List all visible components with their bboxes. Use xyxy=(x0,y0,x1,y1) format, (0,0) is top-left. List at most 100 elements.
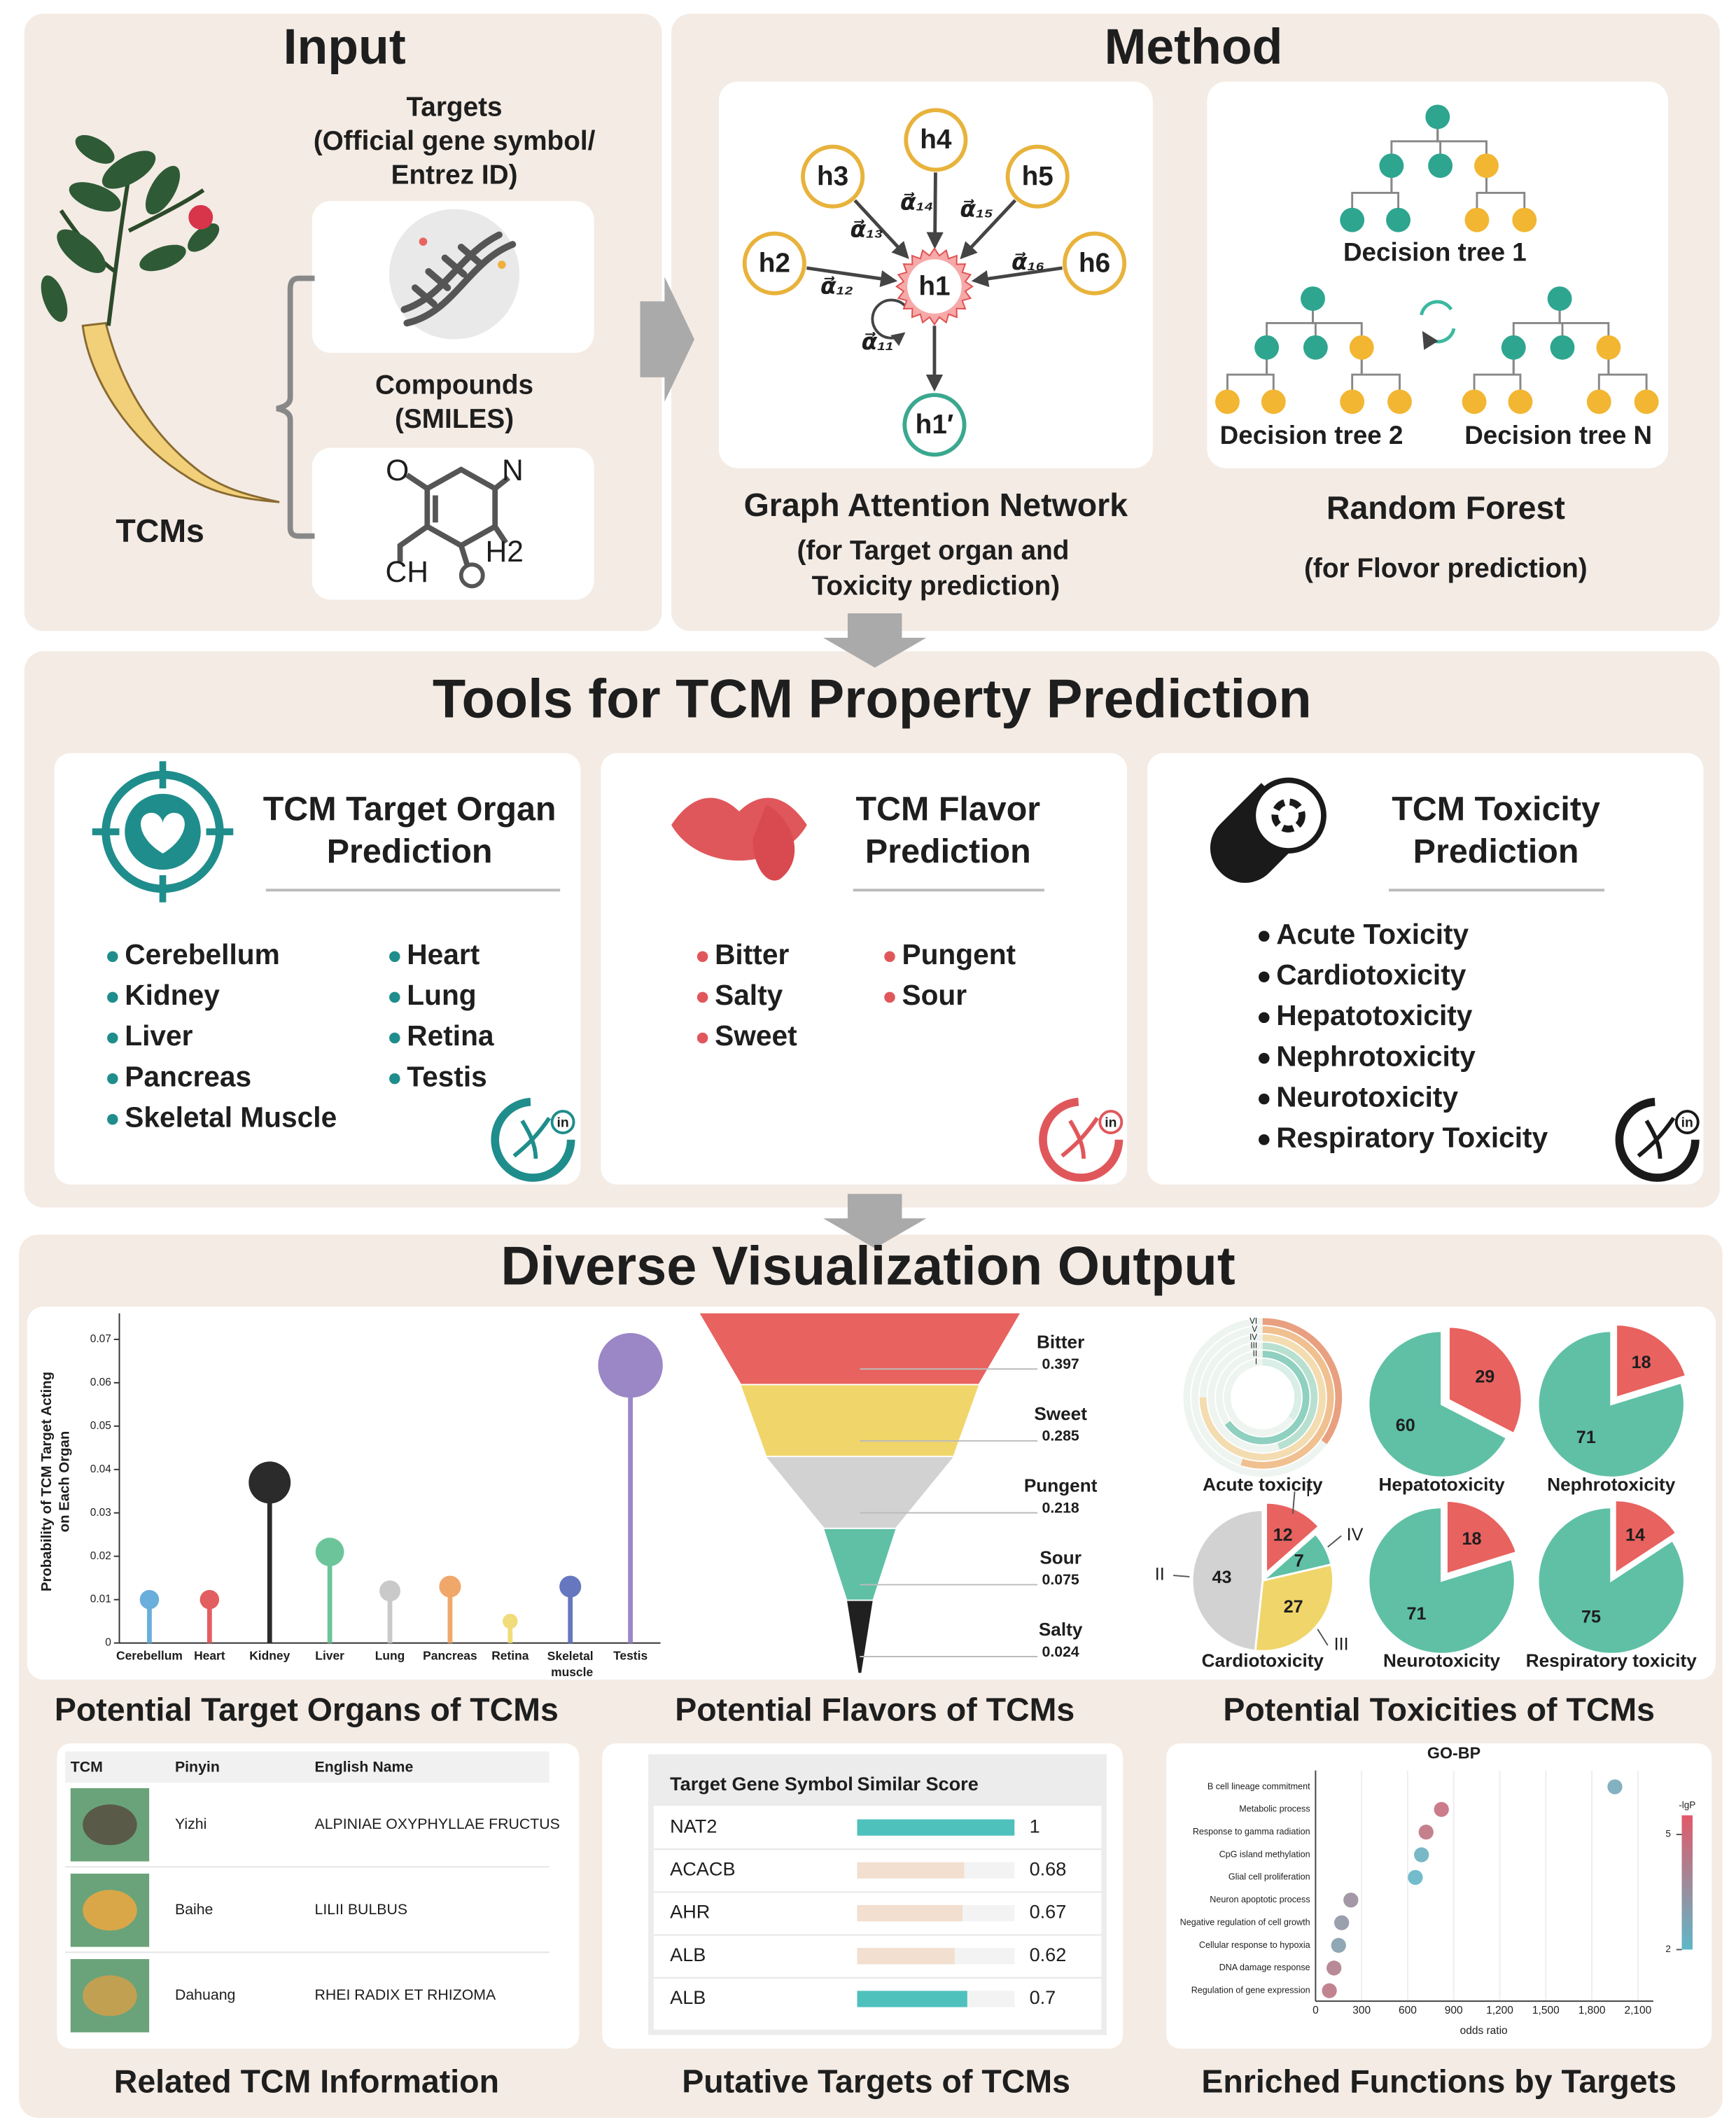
acute-ring-label: II xyxy=(1253,1349,1257,1358)
pie-slice xyxy=(1254,1563,1334,1652)
pie-value: 60 xyxy=(1396,1416,1415,1435)
y-tick-label: 0.02 xyxy=(90,1550,111,1562)
tree-edge xyxy=(1607,347,1648,402)
go-point xyxy=(1322,1983,1337,1998)
tool-item: Testis xyxy=(407,1060,487,1092)
tool-item: Respiratory Toxicity xyxy=(1276,1122,1548,1154)
term-label: Glial cell proliferation xyxy=(1228,1872,1310,1882)
bullet xyxy=(1259,1093,1270,1105)
tree-label: Decision tree N xyxy=(1464,421,1652,450)
pie-name: Cardiotoxicity xyxy=(1202,1650,1324,1671)
tool-title: TCM Target Organ xyxy=(263,790,556,828)
funnel-value: 0.285 xyxy=(1042,1428,1079,1444)
go-point xyxy=(1434,1802,1449,1817)
pie-name: Respiratory toxicity xyxy=(1526,1650,1698,1671)
funnel-segment xyxy=(766,1457,953,1528)
tcm-image-herb xyxy=(83,1975,137,2016)
tool-card xyxy=(1147,753,1704,1185)
go-point xyxy=(1331,1937,1346,1953)
pie-leader xyxy=(1317,1629,1329,1646)
pie-category: II xyxy=(1155,1565,1165,1584)
arrow-down xyxy=(823,1194,927,1248)
tool-item: Salty xyxy=(715,979,783,1011)
acute-ring-label: III xyxy=(1250,1341,1257,1350)
tree-label: Decision tree 1 xyxy=(1343,237,1527,266)
tool-item: Sweet xyxy=(715,1019,797,1052)
y-tick-label: 0 xyxy=(105,1637,111,1649)
table-cell: ACACB xyxy=(670,1858,735,1879)
tree-node xyxy=(1261,389,1286,414)
funnel-label: Bitter xyxy=(1037,1331,1084,1352)
tool-card xyxy=(601,753,1128,1185)
caption: Related TCM Information xyxy=(114,2063,499,2100)
caption: Putative Targets of TCMs xyxy=(682,2063,1070,2100)
gat-weight: α⃗₁₅ xyxy=(960,195,993,221)
tree-node xyxy=(1428,153,1453,179)
y-tick-label: 0.04 xyxy=(90,1463,112,1475)
pie-leader xyxy=(1173,1575,1190,1577)
gat-node xyxy=(1063,231,1127,295)
funnel-value: 0.397 xyxy=(1042,1356,1079,1372)
pie-slice xyxy=(1614,1499,1678,1575)
tree-node xyxy=(1586,389,1611,414)
x-tick-label: 1,200 xyxy=(1486,2005,1513,2016)
tree-edge xyxy=(1360,347,1401,402)
smiles-atom: H2 xyxy=(486,535,524,569)
tree-node xyxy=(1340,207,1365,232)
tree-node xyxy=(1550,335,1575,360)
acute-ring xyxy=(1262,1318,1343,1444)
score-value: 0.68 xyxy=(1030,1858,1067,1879)
tool-item: Heart xyxy=(407,938,479,970)
x-tick-label: Cerebellum xyxy=(116,1649,183,1663)
gat-node-label: h5 xyxy=(1022,161,1054,191)
pie-value: 18 xyxy=(1462,1529,1481,1549)
tool-title: TCM Toxicity xyxy=(1392,790,1600,828)
targets-label: (Official gene symbol/ xyxy=(314,126,596,156)
card xyxy=(57,1743,580,2049)
pie-category: III xyxy=(1334,1634,1349,1654)
tree-node xyxy=(1474,153,1499,179)
gat-purpose: (for Target organ and xyxy=(797,536,1070,566)
y-tick-label: 0.06 xyxy=(90,1377,111,1388)
gat-edge xyxy=(960,199,1017,260)
bullet xyxy=(884,991,895,1003)
tree-node xyxy=(1340,389,1365,414)
tree-node xyxy=(1303,335,1328,360)
colorbar xyxy=(1681,1815,1693,1950)
funnel-value: 0.024 xyxy=(1042,1643,1079,1660)
pie-slice xyxy=(1536,1506,1686,1655)
arrow-down xyxy=(823,613,927,668)
pie-value: 71 xyxy=(1576,1428,1596,1447)
pie-category: IV xyxy=(1347,1525,1364,1545)
pie-value: 71 xyxy=(1407,1604,1427,1624)
dna-icon xyxy=(400,231,517,327)
tcm-image-herb xyxy=(83,1804,137,1846)
recycle-icon xyxy=(1422,300,1456,342)
table-cell: ALB xyxy=(670,1986,706,2008)
bullet xyxy=(1259,1052,1270,1064)
term-label: Cellular response to hypoxia xyxy=(1199,1940,1310,1950)
lollipop-head xyxy=(503,1613,518,1629)
tool-item: Retina xyxy=(407,1019,494,1052)
score-bar xyxy=(857,1991,967,2007)
x-tick-label: Lung xyxy=(375,1649,405,1663)
tree-node xyxy=(1425,104,1450,130)
tcm-image-herb xyxy=(83,1890,137,1931)
funnel-segment xyxy=(824,1528,896,1600)
term-label: CpG island methylation xyxy=(1219,1849,1310,1859)
rf-name: Random Forest xyxy=(1326,489,1565,526)
section-title: Input xyxy=(284,19,406,75)
funnel-label: Sweet xyxy=(1034,1403,1087,1424)
gat-self-loop xyxy=(871,298,907,347)
colorbar-label: -lgP xyxy=(1679,1800,1695,1811)
y-tick-label: 0.01 xyxy=(90,1594,111,1605)
tcms-label: TCMs xyxy=(115,513,204,549)
term-label: B cell lineage commitment xyxy=(1208,1781,1310,1791)
gat-purpose: Toxicity prediction) xyxy=(812,571,1060,601)
score-value: 0.7 xyxy=(1030,1986,1056,2008)
colorbar-tick-label: 5 xyxy=(1665,1829,1671,1839)
bullet xyxy=(107,991,118,1003)
icon-biohazard xyxy=(1271,798,1306,832)
pie-leader xyxy=(1327,1535,1342,1548)
